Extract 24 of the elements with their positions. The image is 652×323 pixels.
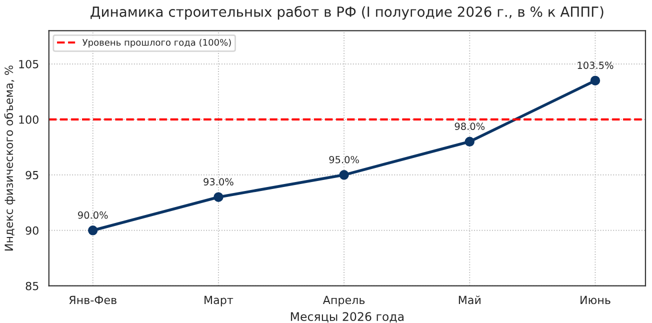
point <box>88 226 98 236</box>
x-tick-label: Апрель <box>322 296 365 306</box>
x-tick-label: Май <box>458 296 480 304</box>
y-axis-title: Индекс физического объема, % <box>4 66 16 250</box>
point <box>214 192 224 202</box>
y-tick-label: 105 <box>19 60 38 68</box>
x-tick-label: Июнь <box>580 296 610 304</box>
data-label: 93.0% <box>204 178 234 186</box>
point <box>339 170 349 180</box>
data-label: 103.5% <box>578 62 614 70</box>
data-label: 95.0% <box>329 156 359 164</box>
point <box>590 76 600 86</box>
point <box>464 136 475 146</box>
legend-label: Уровень прошлого года (100%) <box>82 38 231 48</box>
y-tick-label: 100 <box>19 115 38 124</box>
x-tick-label: Янв-Фев <box>69 296 116 304</box>
chart-title: Динамика строительных работ в РФ (I полугодие 2026 г., в % к АППГ) <box>90 6 604 20</box>
x-axis-title: Месяцы 2026 года <box>290 312 404 322</box>
y-tick-label: 95 <box>26 170 38 180</box>
y-tick-label: 85 <box>26 282 38 290</box>
x-tick-label: Март <box>204 296 234 306</box>
data-label: 90.0% <box>78 211 108 219</box>
data-label: 98.0% <box>454 122 485 130</box>
y-tick-label: 90 <box>26 226 38 235</box>
